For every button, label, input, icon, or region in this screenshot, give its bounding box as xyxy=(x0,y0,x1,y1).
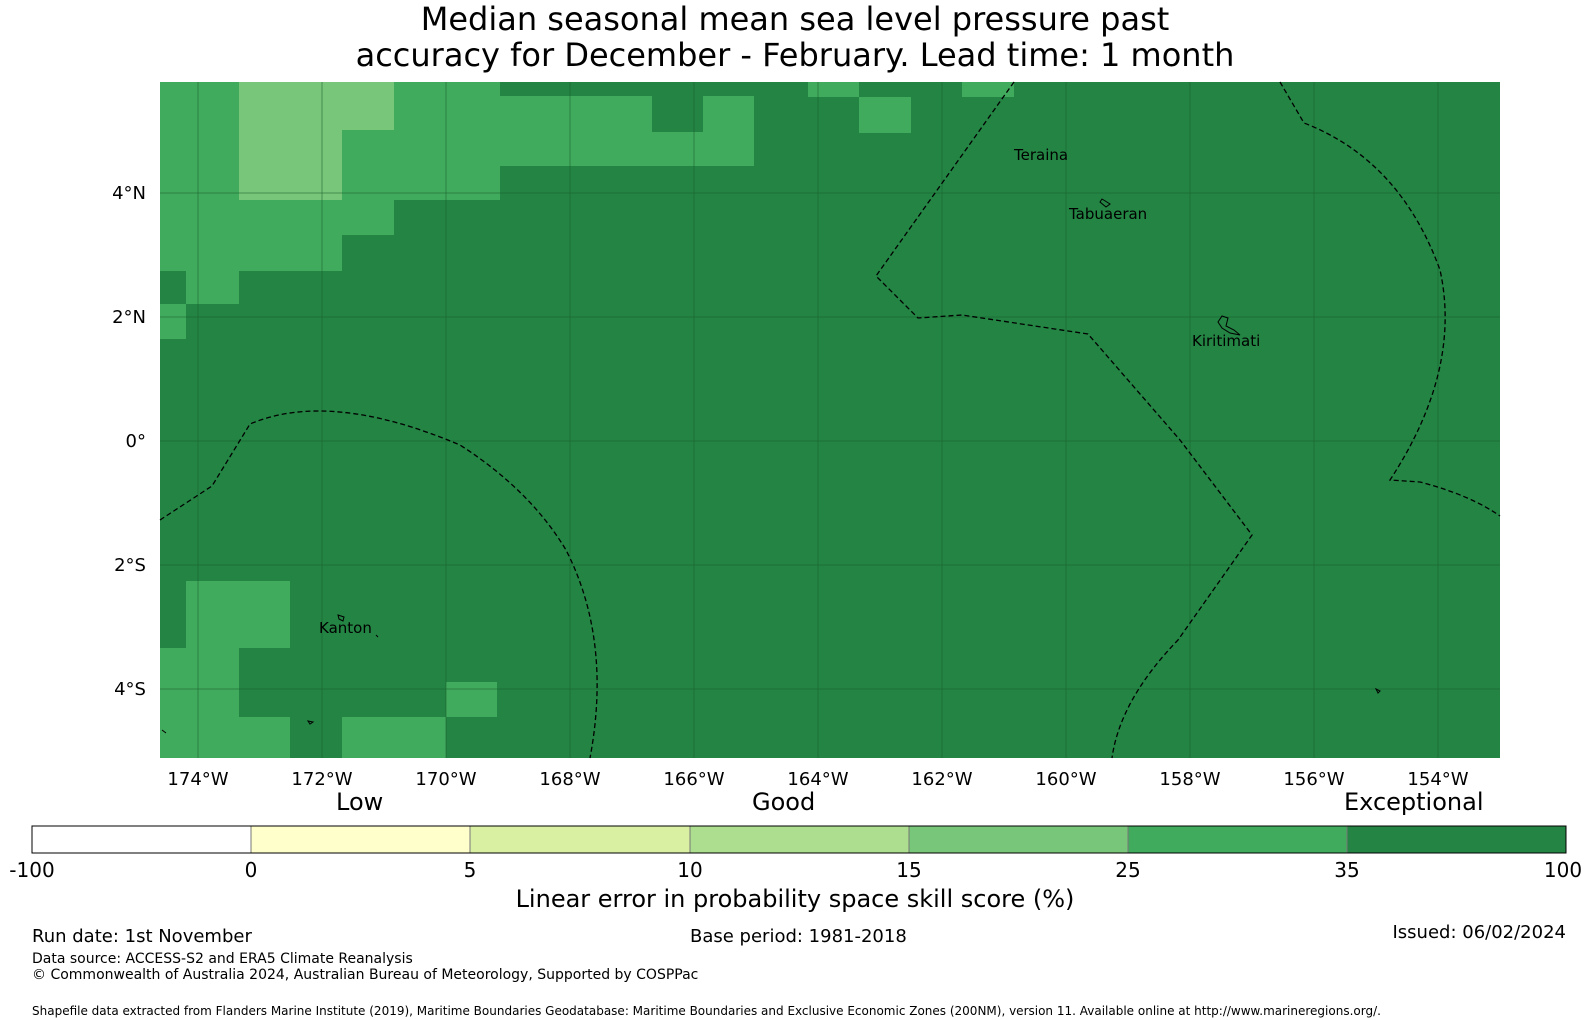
latitude-ticks: 4°N 2°N 0° 2°S 4°S xyxy=(112,183,146,700)
lon-tick: 168°W xyxy=(539,769,600,790)
base-period: Base period: 1981-2018 xyxy=(690,926,907,947)
run-date: Run date: 1st November xyxy=(32,926,252,947)
colorbar-category-good: Good xyxy=(752,788,816,816)
lat-tick: 2°N xyxy=(112,307,146,328)
colorbar-segment xyxy=(1128,826,1347,853)
longitude-ticks: 174°W 172°W 170°W 168°W 166°W 164°W 162°… xyxy=(167,769,1468,790)
island-small xyxy=(306,720,315,725)
map-title-line-1: Median seasonal mean sea level pressure … xyxy=(420,0,1170,38)
colorbar-category-exceptional: Exceptional xyxy=(1344,788,1484,816)
island-small xyxy=(375,634,379,638)
skill-cells xyxy=(160,82,1014,758)
place-labels: Teraina Tabuaeran Kiritimati Kanton xyxy=(319,146,1260,637)
lat-tick: 2°S xyxy=(114,555,146,576)
issued-date: Issued: 06/02/2024 xyxy=(1392,922,1566,943)
copyright: © Commonwealth of Australia 2024, Austra… xyxy=(32,967,699,983)
place-label-kanton: Kanton xyxy=(319,619,372,637)
skill-cell xyxy=(160,304,186,339)
lon-tick: 172°W xyxy=(291,769,352,790)
colorbar-segment xyxy=(909,826,1128,853)
colorbar-category-low: Low xyxy=(336,788,384,816)
lon-tick: 174°W xyxy=(167,769,228,790)
colorbar-tick: 35 xyxy=(1334,858,1360,882)
skill-cell xyxy=(239,82,394,130)
skill-cell xyxy=(342,717,446,758)
skill-cell xyxy=(859,97,911,133)
colorbar-segment xyxy=(690,826,909,853)
eez-boundary-kiritimati xyxy=(1279,81,1501,517)
gridlines xyxy=(160,82,1500,758)
skill-cell xyxy=(239,130,342,200)
island-small xyxy=(161,729,167,734)
island-kanton xyxy=(337,614,345,622)
map-title-line-2: accuracy for December - February. Lead t… xyxy=(355,36,1235,74)
colorbar-tick: 10 xyxy=(677,858,703,882)
colorbar-segment xyxy=(32,826,251,853)
data-source: Data source: ACCESS-S2 and ERA5 Climate … xyxy=(32,951,413,967)
colorbar-tick: 15 xyxy=(896,858,922,882)
skill-cell xyxy=(160,235,342,271)
lon-tick: 162°W xyxy=(911,769,972,790)
skill-cell xyxy=(500,96,754,166)
colorbar xyxy=(31,825,1567,854)
islands xyxy=(161,198,1381,734)
colorbar-segment xyxy=(251,826,470,853)
colorbar-tick: -100 xyxy=(9,858,55,882)
skill-cell xyxy=(239,717,290,758)
lon-tick: 164°W xyxy=(787,769,848,790)
lon-tick: 170°W xyxy=(415,769,476,790)
skill-cell xyxy=(186,581,290,648)
skill-cell xyxy=(160,200,394,235)
eez-boundaries xyxy=(159,81,1501,759)
colorbar-segment xyxy=(470,826,690,853)
lat-tick: 4°S xyxy=(114,679,146,700)
skill-cell xyxy=(652,96,703,132)
skill-cell xyxy=(808,82,859,97)
eez-boundary-line-islands xyxy=(875,81,1253,759)
lon-tick: 158°W xyxy=(1159,769,1220,790)
skill-cell xyxy=(160,271,186,305)
skill-cell xyxy=(962,82,1014,97)
island-small xyxy=(1374,687,1381,694)
skill-cell xyxy=(160,648,239,758)
colorbar-label: Linear error in probability space skill … xyxy=(515,885,1075,913)
place-label-tabuaeran: Tabuaeran xyxy=(1068,205,1147,223)
colorbar-tick: 100 xyxy=(1543,858,1583,882)
island-kiritimati xyxy=(1217,315,1241,336)
lat-tick: 4°N xyxy=(112,183,146,204)
colorbar-segment xyxy=(1347,826,1566,853)
colorbar-tick: 5 xyxy=(463,858,477,882)
lon-tick: 160°W xyxy=(1035,769,1096,790)
colorbar-tick: 0 xyxy=(244,858,258,882)
lon-tick: 154°W xyxy=(1407,769,1468,790)
island-tabuaeran xyxy=(1099,198,1111,208)
lat-tick: 0° xyxy=(126,431,146,452)
colorbar-tick: 25 xyxy=(1115,858,1141,882)
lon-tick: 166°W xyxy=(663,769,724,790)
eez-boundary-kanton xyxy=(159,410,598,759)
place-label-kiritimati: Kiritimati xyxy=(1192,332,1260,350)
shapefile-credit: Shapefile data extracted from Flanders M… xyxy=(32,1004,1381,1018)
lon-tick: 156°W xyxy=(1283,769,1344,790)
skill-cell xyxy=(446,682,497,717)
colorbar-outline xyxy=(31,825,1567,854)
place-label-teraina: Teraina xyxy=(1013,146,1068,164)
